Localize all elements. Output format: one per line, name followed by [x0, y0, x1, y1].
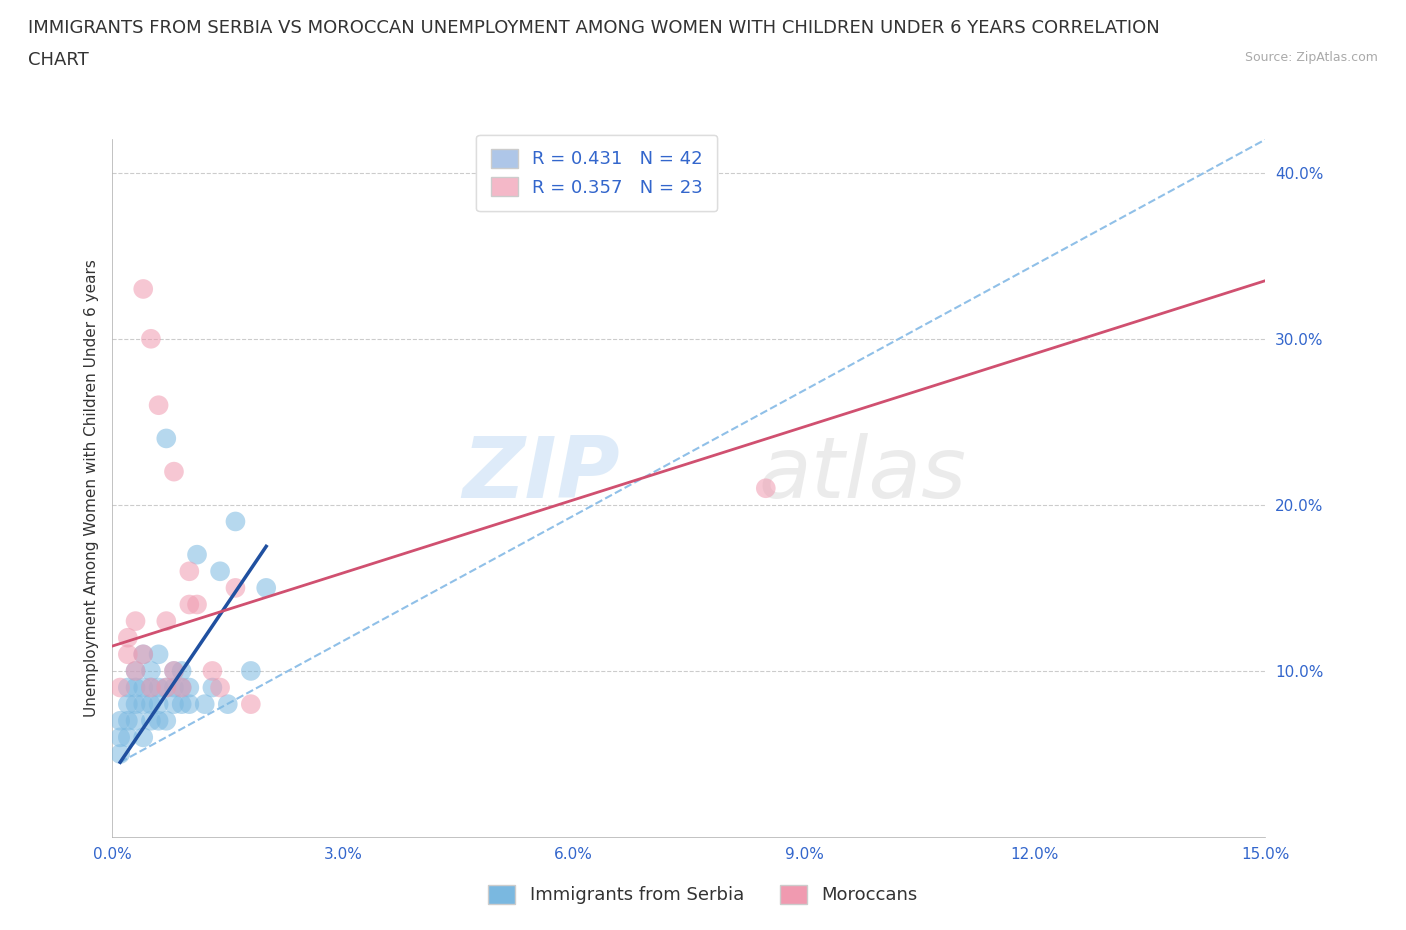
Point	[108, 680, 131, 695]
Point	[155, 614, 177, 629]
Point	[124, 663, 146, 678]
Point	[124, 680, 146, 695]
Point	[139, 697, 162, 711]
Point	[239, 663, 262, 678]
Point	[179, 564, 201, 578]
Point	[170, 697, 193, 711]
Point	[117, 697, 139, 711]
Point	[239, 697, 262, 711]
Point	[254, 580, 277, 595]
Point	[163, 663, 186, 678]
Point	[108, 747, 131, 762]
Point	[209, 680, 232, 695]
Point	[139, 663, 162, 678]
Point	[124, 614, 146, 629]
Point	[148, 697, 170, 711]
Point	[132, 697, 155, 711]
Point	[124, 713, 146, 728]
Point	[201, 663, 224, 678]
Y-axis label: Unemployment Among Women with Children Under 6 years: Unemployment Among Women with Children U…	[83, 259, 98, 717]
Point	[179, 697, 201, 711]
Point	[124, 663, 146, 678]
Point	[139, 331, 162, 346]
Point	[108, 713, 131, 728]
Point	[170, 680, 193, 695]
Point	[108, 730, 131, 745]
Point	[755, 481, 778, 496]
Point	[209, 564, 232, 578]
Point	[155, 431, 177, 445]
Point	[163, 464, 186, 479]
Legend: Immigrants from Serbia, Moroccans: Immigrants from Serbia, Moroccans	[481, 878, 925, 911]
Point	[170, 663, 193, 678]
Point	[148, 680, 170, 695]
Point	[132, 647, 155, 662]
Point	[224, 514, 246, 529]
Point	[148, 647, 170, 662]
Point	[132, 680, 155, 695]
Point	[217, 697, 239, 711]
Point	[163, 680, 186, 695]
Point	[139, 713, 162, 728]
Point	[132, 647, 155, 662]
Point	[163, 663, 186, 678]
Text: ZIP: ZIP	[463, 432, 620, 516]
Point	[124, 697, 146, 711]
Point	[170, 680, 193, 695]
Point	[132, 730, 155, 745]
Point	[179, 597, 201, 612]
Point	[224, 580, 246, 595]
Text: Source: ZipAtlas.com: Source: ZipAtlas.com	[1244, 51, 1378, 64]
Point	[117, 680, 139, 695]
Point	[139, 680, 162, 695]
Point	[201, 680, 224, 695]
Point	[179, 680, 201, 695]
Text: atlas: atlas	[758, 432, 966, 516]
Point	[117, 647, 139, 662]
Text: IMMIGRANTS FROM SERBIA VS MOROCCAN UNEMPLOYMENT AMONG WOMEN WITH CHILDREN UNDER : IMMIGRANTS FROM SERBIA VS MOROCCAN UNEMP…	[28, 19, 1160, 36]
Point	[117, 730, 139, 745]
Point	[194, 697, 217, 711]
Point	[186, 597, 208, 612]
Point	[155, 680, 177, 695]
Point	[132, 282, 155, 297]
Point	[117, 713, 139, 728]
Point	[148, 713, 170, 728]
Point	[186, 547, 208, 562]
Point	[117, 631, 139, 645]
Legend: R = 0.431   N = 42, R = 0.357   N = 23: R = 0.431 N = 42, R = 0.357 N = 23	[477, 135, 717, 211]
Point	[155, 680, 177, 695]
Text: CHART: CHART	[28, 51, 89, 69]
Point	[163, 697, 186, 711]
Point	[155, 713, 177, 728]
Point	[139, 680, 162, 695]
Point	[148, 398, 170, 413]
